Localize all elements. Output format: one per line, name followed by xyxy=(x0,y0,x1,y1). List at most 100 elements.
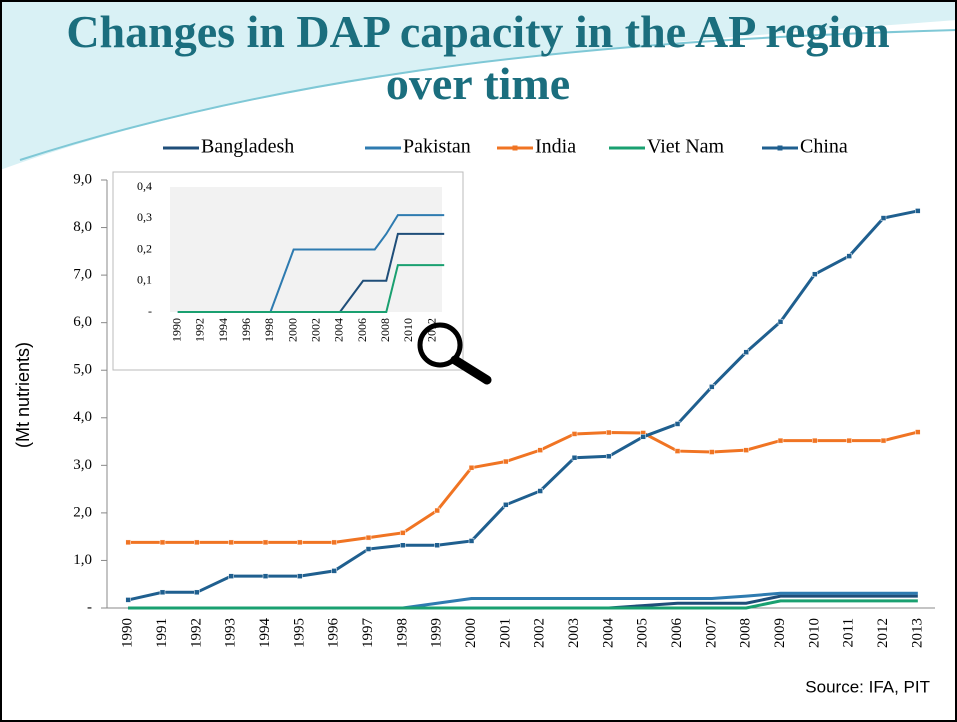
title-band xyxy=(0,0,957,170)
marker xyxy=(709,449,715,455)
x-tick-label: 1998 xyxy=(262,318,276,342)
marker xyxy=(468,538,475,544)
marker xyxy=(468,464,475,471)
y-tick-label: 1,0 xyxy=(73,552,92,568)
y-tick-label: 0,2 xyxy=(137,241,152,255)
marker xyxy=(125,597,131,603)
marker xyxy=(125,539,131,546)
x-tick-label: 2005 xyxy=(635,618,651,648)
marker xyxy=(194,589,200,596)
swoosh xyxy=(19,29,957,161)
series-line xyxy=(128,599,918,610)
x-tick-label: 1995 xyxy=(291,618,307,648)
marker xyxy=(365,546,372,552)
marker xyxy=(503,502,509,508)
y-tick-label: 8,0 xyxy=(73,219,92,235)
source-note: Source: IFA, PIT xyxy=(805,677,930,696)
marker xyxy=(297,539,303,546)
x-tick-label: 2002 xyxy=(532,618,548,648)
y-tick-label: - xyxy=(87,599,92,615)
marker xyxy=(880,437,887,444)
marker xyxy=(331,568,337,574)
x-tick-label: 2009 xyxy=(772,618,788,648)
marker xyxy=(228,539,234,546)
x-tick-label: 1994 xyxy=(216,318,230,342)
y-tick-label: 7,0 xyxy=(73,267,92,283)
marker xyxy=(915,208,921,214)
legend-label: Viet Nam xyxy=(647,136,725,158)
x-tick-label: 1996 xyxy=(239,318,253,342)
y-tick-label: 6,0 xyxy=(73,314,92,330)
marker xyxy=(159,539,166,546)
x-tick-label: 1992 xyxy=(193,318,207,342)
marker xyxy=(674,421,681,427)
marker xyxy=(159,589,166,596)
y-tick-label: 0,3 xyxy=(137,210,152,224)
x-tick-label: 2000 xyxy=(463,618,479,648)
marker xyxy=(880,215,887,221)
marker xyxy=(262,573,269,579)
slide-title: Changes in DAP capacity in the AP region… xyxy=(66,6,890,109)
marker xyxy=(846,437,852,444)
x-tick-label: 2006 xyxy=(355,318,369,342)
x-tick-label: 1990 xyxy=(170,318,184,342)
marker xyxy=(846,253,852,259)
x-tick-label: 2008 xyxy=(738,618,754,648)
x-tick-label: 1991 xyxy=(154,618,170,648)
magnifier xyxy=(417,322,492,385)
x-tick-label: 2002 xyxy=(309,318,323,342)
legend-marker xyxy=(777,145,783,151)
x-tick-label: 2003 xyxy=(566,618,582,648)
marker xyxy=(674,448,681,454)
y-tick-label: 2,0 xyxy=(73,504,92,520)
x-tick-label: 2010 xyxy=(401,318,415,342)
y-tick-label: 4,0 xyxy=(73,409,92,425)
series-line xyxy=(177,264,445,313)
marker xyxy=(434,542,440,548)
marker xyxy=(743,447,749,453)
x-tick-label: 1994 xyxy=(257,618,273,649)
y-tick-label: 0,1 xyxy=(137,273,152,287)
x-tick-label: 2000 xyxy=(285,318,299,342)
x-tick-label: 2011 xyxy=(841,618,857,647)
x-tick-label: 1990 xyxy=(120,618,136,648)
marker xyxy=(777,437,784,444)
marker xyxy=(400,542,406,548)
x-tick-label: 2010 xyxy=(806,618,822,648)
marker xyxy=(606,453,612,460)
legend-label: India xyxy=(535,136,576,158)
x-tick-label: 1996 xyxy=(326,618,342,649)
x-tick-label: 2004 xyxy=(332,318,346,342)
x-tick-label: 1993 xyxy=(223,618,239,648)
x-tick-label: 2007 xyxy=(703,618,719,649)
marker xyxy=(194,539,200,546)
y-axis-label: (Mt nutrients) xyxy=(13,342,33,448)
x-tick-label: 1992 xyxy=(188,618,204,648)
x-tick-label: 1999 xyxy=(429,618,445,648)
marker xyxy=(537,447,543,453)
series-line xyxy=(127,209,919,602)
marker xyxy=(915,429,921,435)
x-tick-label: 2012 xyxy=(424,318,438,342)
x-tick-label: 2001 xyxy=(497,618,513,648)
marker xyxy=(297,573,303,579)
x-tick-label: 1997 xyxy=(360,618,376,649)
legend-label: Pakistan xyxy=(403,136,471,158)
marker xyxy=(571,431,578,437)
x-tick-label: 2008 xyxy=(378,318,392,342)
marker xyxy=(331,539,337,546)
x-tick-label: 1998 xyxy=(394,618,410,648)
marker xyxy=(503,458,509,465)
marker xyxy=(571,454,578,461)
series-line xyxy=(128,430,919,544)
legend-label: China xyxy=(800,136,848,158)
y-tick-label: - xyxy=(148,304,152,318)
marker xyxy=(262,539,269,546)
y-tick-label: 0,4 xyxy=(137,179,152,193)
marker xyxy=(537,488,543,494)
marker xyxy=(812,437,818,444)
x-tick-label: 2013 xyxy=(909,618,925,648)
marker xyxy=(743,349,749,355)
